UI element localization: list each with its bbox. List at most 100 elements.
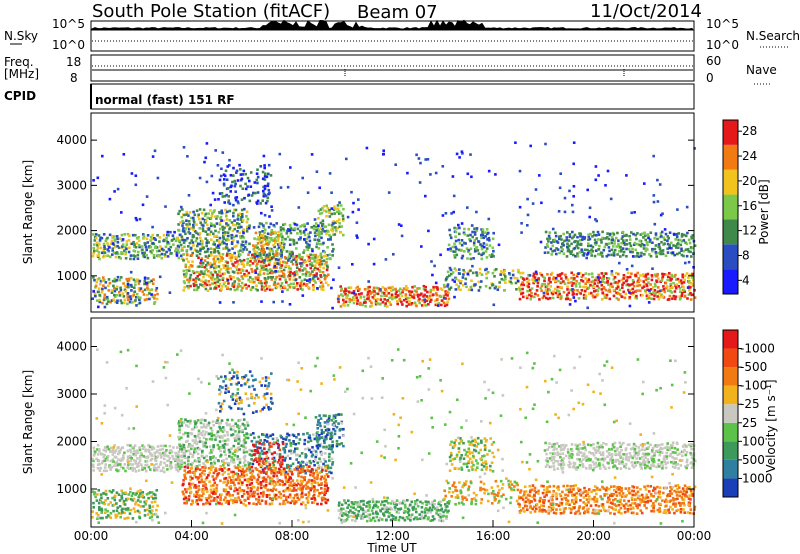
power-cell-1711 (435, 293, 439, 297)
velocity-cell-1086 (202, 502, 205, 506)
power-cell-2909 (205, 241, 208, 245)
power-cell-2330 (662, 288, 666, 291)
velocity-cell-599 (266, 436, 270, 439)
power-cell-2626 (634, 248, 637, 252)
velocity-cell-311 (194, 465, 198, 468)
power-cell-2469 (567, 248, 571, 252)
velocity-cell-969 (137, 495, 141, 499)
power-cell-2818 (255, 178, 259, 182)
power-cell-2059 (560, 296, 563, 299)
velocity-cell-477 (233, 454, 237, 457)
power-cell-385 (218, 210, 221, 214)
power-cell-876 (130, 285, 133, 288)
velocity-cell-1637 (351, 511, 354, 514)
power-cell-1838 (488, 239, 491, 242)
velocity-cell-1174 (225, 483, 228, 487)
power-cell-2607 (625, 247, 628, 251)
power-cell-780 (93, 278, 96, 282)
power-cell-612 (295, 241, 299, 245)
power-cell-1477 (268, 240, 271, 244)
velocity-cell-593 (267, 461, 271, 464)
velocity-cell-1462 (299, 469, 302, 473)
power-cell-2813 (252, 191, 255, 195)
velocity-cell-502 (238, 448, 241, 451)
velocity-cell-460 (226, 433, 230, 437)
velocity-cell-1619 (342, 512, 345, 515)
power-cell-2166 (603, 296, 607, 299)
velocity-cell-875 (97, 489, 100, 492)
power-cell-965 (192, 282, 196, 286)
power-cell-599 (288, 223, 292, 227)
power-cell-1720 (440, 303, 443, 307)
power-cell-647 (306, 222, 309, 225)
velocity-cell-863 (95, 512, 98, 515)
power-cell-775 (342, 207, 345, 211)
power-cell-2541 (599, 253, 602, 256)
power-cell-140 (150, 251, 154, 255)
power-cell-1613 (388, 301, 391, 304)
power-cell-2540 (596, 230, 600, 234)
velocity-cell-585 (264, 460, 268, 463)
power-cell-2202 (615, 287, 618, 290)
power-cell-1610 (385, 289, 389, 293)
power-cell-742 (331, 229, 334, 233)
power-cell-423 (226, 210, 229, 214)
power-cell-1253 (273, 281, 277, 284)
power-cell-1915 (491, 283, 495, 286)
power-cell-767 (336, 204, 340, 207)
power-cell-2683 (661, 249, 665, 252)
power-cell-4 (93, 243, 96, 246)
power-cell-1738 (445, 290, 449, 294)
velocity-cell-671 (294, 442, 297, 446)
velocity-cell-522 (243, 434, 246, 437)
velocity-cell-179 (156, 455, 159, 458)
power-cell-2880 (143, 276, 147, 280)
velocity-cell-129 (139, 455, 142, 458)
velocity-cell-393 (212, 455, 215, 458)
power-cell-3057 (455, 152, 459, 156)
power-cell-1586 (376, 302, 379, 305)
velocity-cell-1147 (214, 477, 218, 480)
power-cell-1003 (204, 282, 207, 285)
power-cell-3096 (542, 291, 546, 295)
power-cell-2583 (616, 253, 619, 256)
power-cell-235 (182, 221, 185, 225)
power-cell-2339 (664, 281, 668, 285)
power-cell-591 (288, 256, 292, 260)
power-cell-854 (122, 282, 125, 285)
power-cell-534 (265, 253, 269, 257)
power-cell-2270 (641, 286, 644, 290)
power-cell-212 (179, 243, 183, 247)
power-cell-88 (126, 232, 130, 236)
power-cell-2155 (597, 278, 600, 282)
power-cell-139 (146, 234, 150, 237)
power-cell-1313 (285, 261, 289, 265)
power-cell-2376 (676, 277, 680, 281)
power-cell-3099 (554, 277, 558, 280)
power-cell-2018 (543, 276, 546, 280)
power-cell-403 (222, 237, 226, 241)
power-cell-1423 (318, 270, 322, 273)
power-cell-3115 (572, 141, 576, 144)
velocity-cell-86 (123, 451, 126, 455)
power-cell-2116 (581, 280, 585, 283)
power-cell-572 (280, 232, 283, 236)
power-cell-1129 (236, 271, 240, 275)
power-cell-2838 (265, 175, 269, 179)
velocity-cell-1171 (225, 493, 229, 496)
power-cell-863 (128, 300, 132, 304)
power-cell-1152 (243, 272, 246, 276)
power-cell-218 (176, 244, 180, 248)
power-cell-1073 (221, 276, 225, 280)
power-cell-2781 (234, 190, 237, 193)
power-cell-1950 (515, 277, 519, 280)
power-cell-808 (103, 296, 106, 299)
power-cell-1036 (213, 277, 217, 281)
power-cell-1368 (304, 274, 308, 277)
power-cell-885 (134, 283, 137, 286)
velocity-cell-157 (149, 468, 152, 471)
velocity-cell-1075 (197, 496, 201, 500)
power-cell-1573 (372, 297, 376, 301)
power-cell-1359 (301, 269, 304, 272)
power-cell-815 (105, 295, 109, 299)
